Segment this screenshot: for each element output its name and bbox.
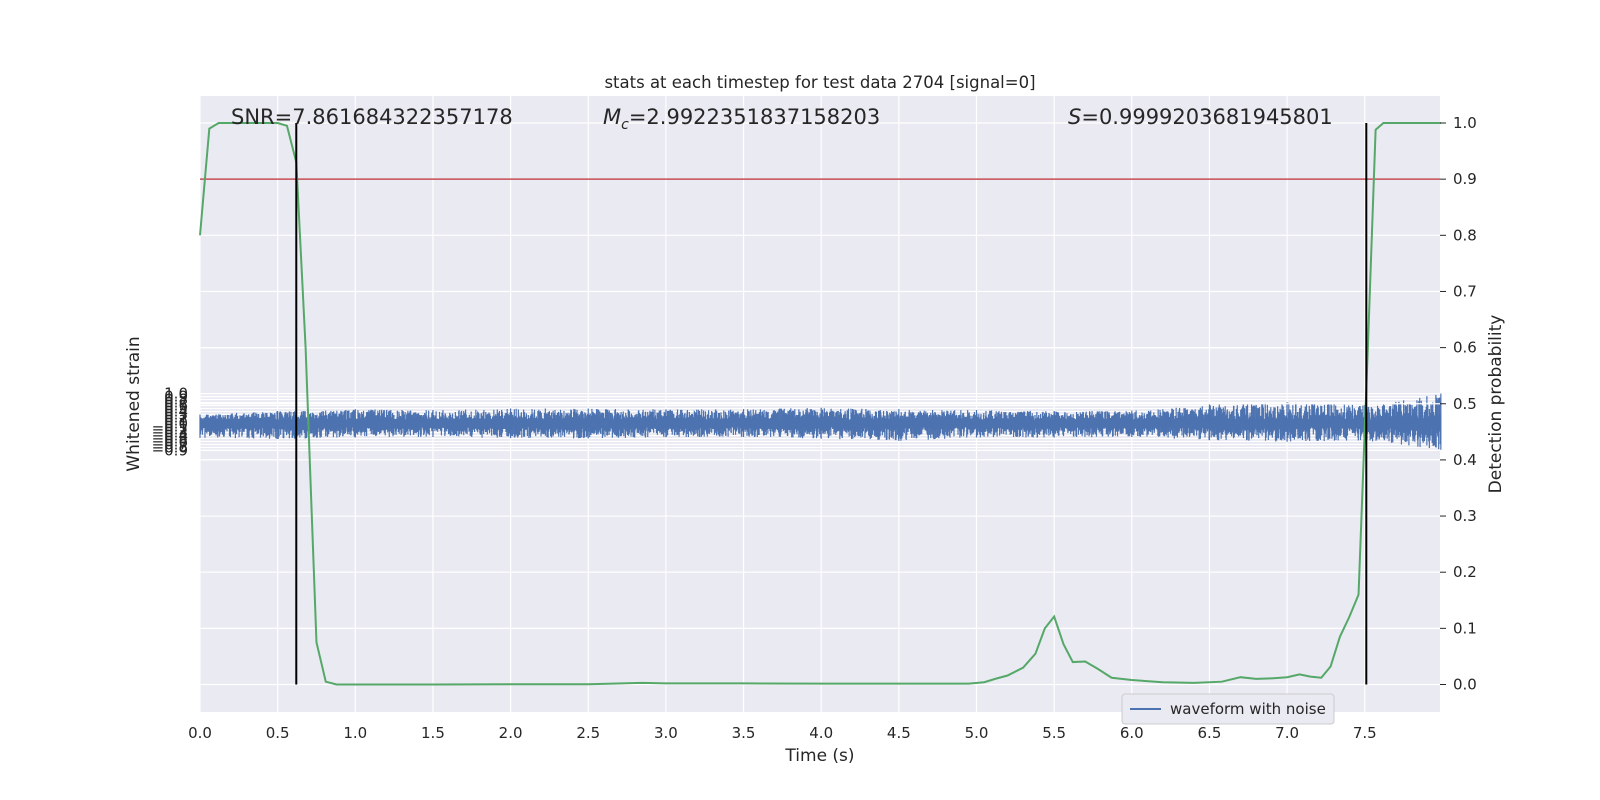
x-tick-label: 3.5 xyxy=(732,724,756,742)
chart-title: stats at each timestep for test data 270… xyxy=(604,73,1035,92)
y-right-tick-label: 0.7 xyxy=(1453,282,1477,300)
waveform-with-noise-series xyxy=(199,393,1442,450)
y-tick-label: 0.1 xyxy=(164,412,188,430)
y-tick-label: 0.9 xyxy=(164,388,188,406)
snr-annotation: SNR=7.861684322357178 xyxy=(231,105,513,129)
x-tick-label: 4.0 xyxy=(809,724,833,742)
legend-label: waveform with noise xyxy=(1170,700,1326,718)
x-tick-label: 6.0 xyxy=(1120,724,1144,742)
chirp-mass-annotation: Mc=2.9922351837158203 xyxy=(603,105,880,133)
x-tick-label: 0.5 xyxy=(266,724,290,742)
y-tick-label: 0.2 xyxy=(164,409,188,427)
y-tick-label: −0.1 xyxy=(152,417,188,435)
y-tick-label: 0.3 xyxy=(164,406,188,424)
y-right-tick-label: 0.3 xyxy=(1453,507,1477,525)
x-tick-label: 4.5 xyxy=(887,724,911,742)
y-right-tick-label: 0.1 xyxy=(1453,619,1477,637)
snr-stat-annotation: S=0.9999203681945801 xyxy=(1068,105,1333,129)
x-tick-label: 5.5 xyxy=(1042,724,1066,742)
y-right-tick-label: 0.4 xyxy=(1453,451,1477,469)
y-tick-label: 0.0 xyxy=(164,415,188,433)
y-right-tick-label: 0.6 xyxy=(1453,339,1477,357)
y-tick-label: −0.7 xyxy=(152,435,188,453)
detection-probability-line xyxy=(199,122,1441,686)
y-right-tick-label: 1.0 xyxy=(1453,114,1477,132)
x-tick-label: 1.0 xyxy=(343,724,367,742)
x-tick-label: 7.0 xyxy=(1275,724,1299,742)
y-right-tick-label: 0.5 xyxy=(1453,395,1477,413)
y-tick-label: −0.8 xyxy=(152,438,188,456)
y-right-tick-label: 0.9 xyxy=(1453,170,1477,188)
y-right-tick-label: 0.2 xyxy=(1453,563,1477,581)
x-tick-label: 1.5 xyxy=(421,724,445,742)
y-axis-right-label: Detection probability xyxy=(1486,315,1506,494)
y-right-tick-label: 0.8 xyxy=(1453,226,1477,244)
legend-box xyxy=(1121,693,1335,725)
y-tick-label: −0.2 xyxy=(152,420,188,438)
x-axis-label: Time (s) xyxy=(784,746,854,766)
y-tick-label: −0.6 xyxy=(152,432,188,450)
axis-ticks: 0.0 0.5 1.0 1.5 2.0 2.5 3.0 3.5 4.0 4.5 5.0 5.5 6.0 6… xyxy=(152,114,1477,742)
x-tick-label: 6.5 xyxy=(1198,724,1222,742)
x-tick-label: 7.5 xyxy=(1353,724,1377,742)
legend: waveform with noise xyxy=(1121,693,1335,725)
x-tick-label: 5.0 xyxy=(965,724,989,742)
y-tick-label: −0.5 xyxy=(152,429,188,447)
y-tick-label: −0.4 xyxy=(152,426,188,444)
x-tick-label: 2.5 xyxy=(576,724,600,742)
x-tick-label: 0.0 xyxy=(188,724,212,742)
y-right-tick-label: 0.0 xyxy=(1453,676,1477,694)
x-tick-label: 3.0 xyxy=(654,724,678,742)
y-tick-label: 0.5 xyxy=(164,400,188,418)
y-tick-label: 0.7 xyxy=(164,394,188,412)
y-tick-label: 0.8 xyxy=(164,391,188,409)
y-tick-label: 0.6 xyxy=(164,397,188,415)
y-tick-label: −0.3 xyxy=(152,423,188,441)
y-tick-label: −0.9 xyxy=(152,441,188,459)
y-tick-label: 0.4 xyxy=(164,403,188,421)
plot-area xyxy=(199,122,1442,686)
y-axis-label: Whitened strain xyxy=(124,336,144,471)
y-tick-label: 1.0 xyxy=(164,385,188,403)
x-tick-label: 2.0 xyxy=(499,724,523,742)
